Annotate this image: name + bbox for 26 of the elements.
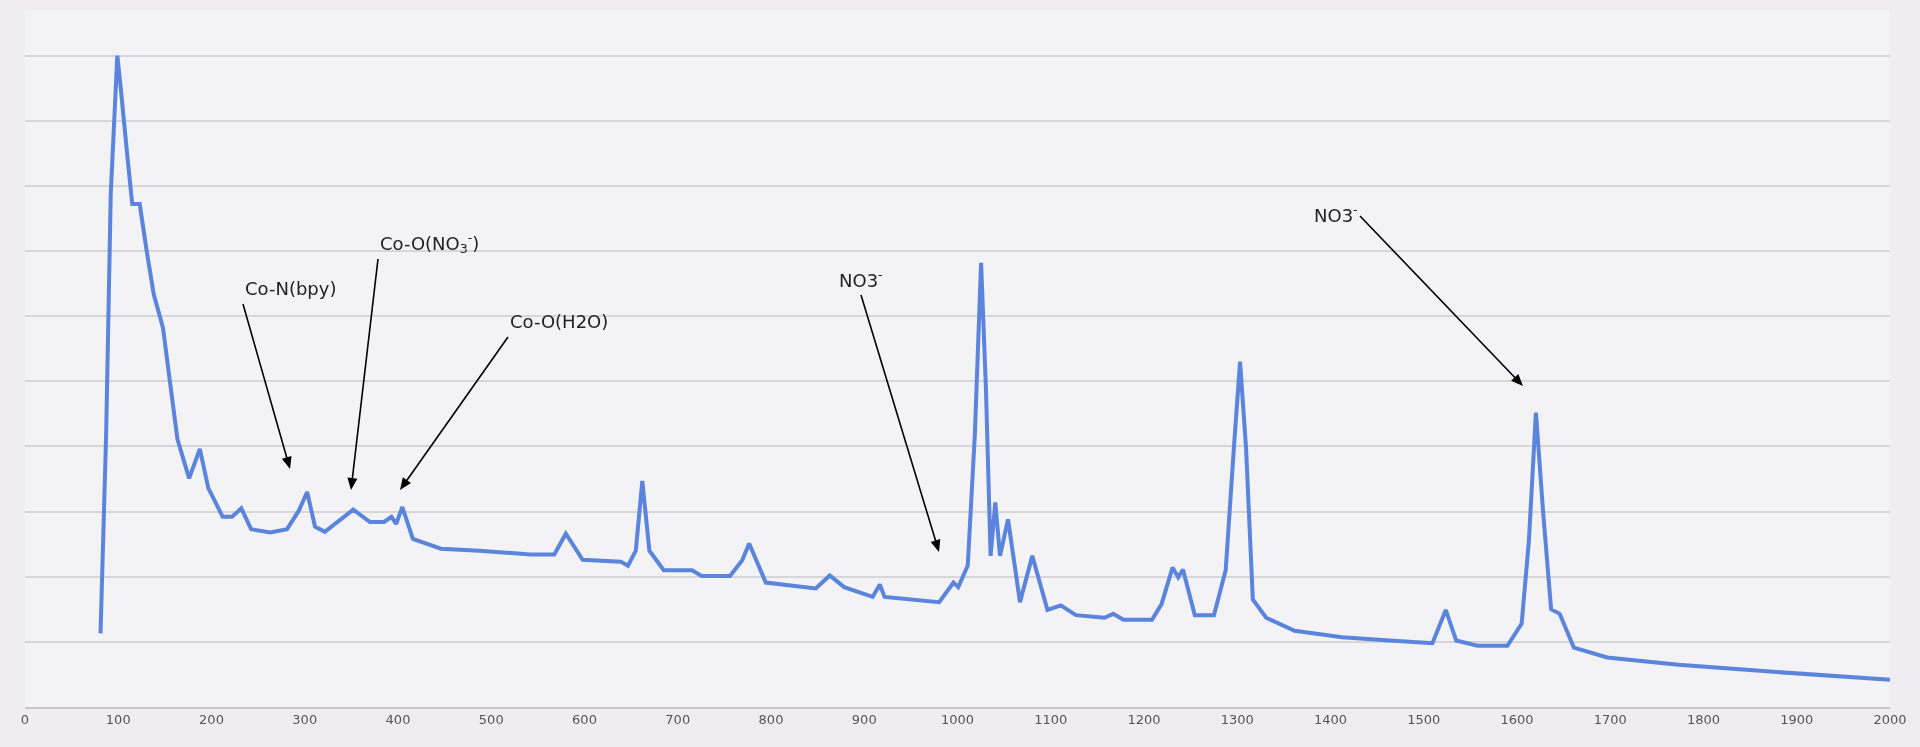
annotation: NO3$^{-}$ [839, 267, 883, 291]
annotation: Co-N(bpy) [245, 278, 337, 299]
x-tick-label: 1800 [1686, 712, 1721, 728]
x-tick-label: 200 [199, 712, 224, 728]
x-tick-label: 700 [665, 712, 691, 728]
x-tick-label: 500 [478, 712, 504, 728]
x-tick-label: 1000 [940, 712, 975, 728]
x-tick-label: 400 [385, 712, 411, 728]
x-tick-label: 900 [851, 712, 877, 728]
x-tick-label: 600 [572, 712, 597, 728]
x-tick-label: 1700 [1593, 712, 1627, 728]
x-tick-label: 1400 [1313, 712, 1348, 728]
x-tick-label: 1300 [1220, 712, 1254, 728]
x-tick-label: 1600 [1500, 712, 1534, 728]
annotation: Co-O(H2O) [510, 311, 609, 332]
x-tick-label: 1900 [1780, 712, 1814, 728]
x-tick-label: 300 [292, 712, 318, 728]
x-tick-label: 1500 [1407, 712, 1441, 728]
x-tick-label: 1200 [1127, 712, 1161, 728]
x-tick-label: 0 [20, 712, 30, 728]
x-tick-label: 1100 [1034, 712, 1068, 728]
annotation: Co-O(NO$_{3}$$^{-}$) [380, 230, 480, 257]
x-tick-label: 800 [758, 712, 784, 728]
x-tick-label: 100 [105, 712, 131, 728]
x-tick-label: 2000 [1873, 712, 1907, 728]
annotation: NO3$^{-}$ [1314, 202, 1358, 226]
